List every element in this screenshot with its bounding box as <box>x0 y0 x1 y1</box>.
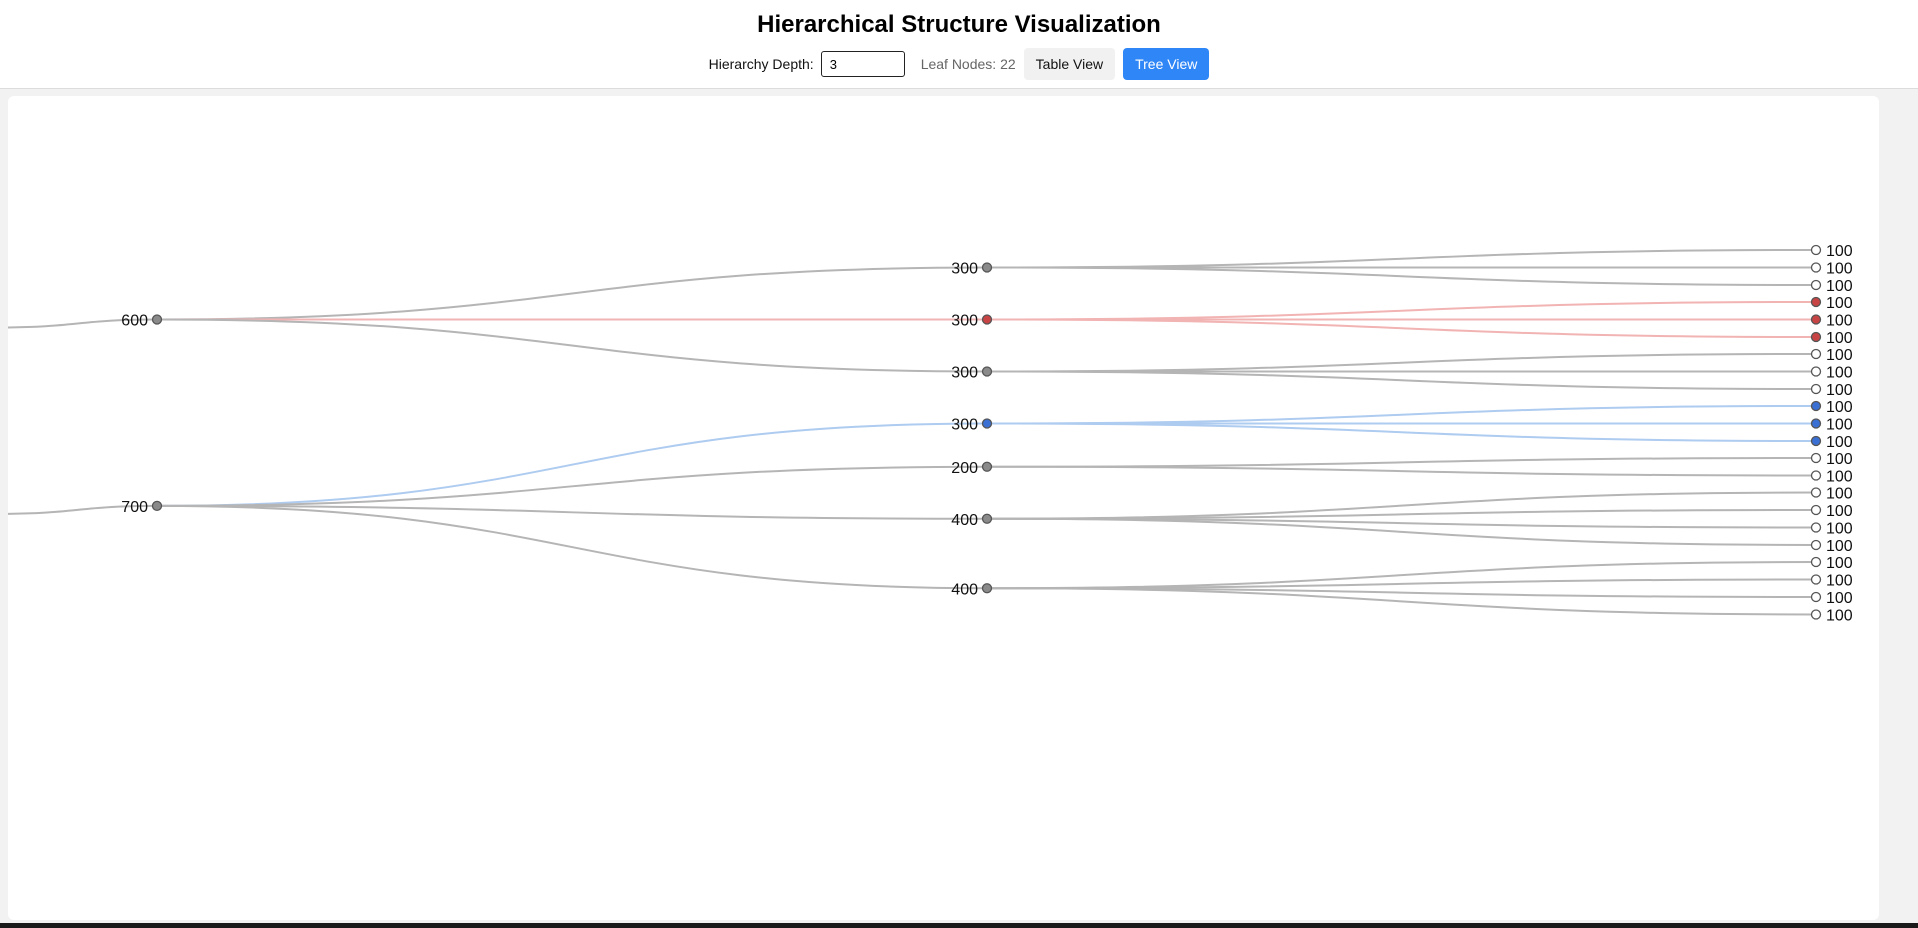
tree-node-leaf-label: 100 <box>1826 399 1853 416</box>
tree-node-leaf-label: 100 <box>1826 503 1853 520</box>
tree-node-level2-label: 300 <box>951 417 978 434</box>
depth-input[interactable] <box>820 51 905 77</box>
tree-node-level2-label: 300 <box>951 365 978 382</box>
tree-node-level2-label: 200 <box>951 460 978 477</box>
tree-link <box>986 301 1817 321</box>
tree-node-level1-dot <box>151 314 163 325</box>
tree-node-level2-dot <box>981 262 993 273</box>
tree-link <box>156 504 988 590</box>
tree-node-level2-label: 400 <box>951 581 978 598</box>
tree-link <box>156 504 988 520</box>
tree-node-leaf-label: 100 <box>1826 590 1853 607</box>
controls-bar: Hierarchy Depth: Leaf Nodes: 22 Table Vi… <box>0 48 1918 80</box>
tree-node-leaf-dot <box>1810 262 1822 273</box>
tree-node-leaf-label: 100 <box>1826 417 1853 434</box>
tree-node-leaf-dot <box>1810 348 1822 360</box>
tree-node-leaf-dot <box>1810 487 1822 498</box>
tree-node-leaf-dot <box>1810 400 1822 412</box>
tree-link <box>986 517 1817 546</box>
tree-node-leaf-dot <box>1810 504 1822 516</box>
tree-node-level1-label: 700 <box>121 499 148 516</box>
tree-node-level2-dot <box>981 461 993 472</box>
tree-node-leaf-label: 100 <box>1826 365 1853 382</box>
tree-node-leaf-label: 100 <box>1826 573 1853 590</box>
tree-node-leaf-dot <box>1810 452 1822 464</box>
tree-link <box>156 266 988 321</box>
tree-node-level2-dot <box>981 513 993 524</box>
tree-node-leaf-label: 100 <box>1826 608 1853 625</box>
tree-link <box>986 578 1817 590</box>
tree-link <box>986 353 1817 373</box>
table-view-button[interactable]: Table View <box>1023 48 1116 80</box>
tree-node-leaf-label: 100 <box>1826 382 1853 399</box>
tree-node-leaf-dot <box>1810 574 1822 585</box>
tree-node-leaf-label: 100 <box>1826 278 1853 295</box>
root-link <box>8 504 158 515</box>
tree-node-leaf-label: 100 <box>1826 347 1853 364</box>
leaf-count-label: Leaf Nodes: 22 <box>920 56 1016 72</box>
tree-node-leaf-label: 100 <box>1826 295 1853 312</box>
tree-node-leaf-label: 100 <box>1826 486 1853 503</box>
tree-node-leaf-label: 100 <box>1826 521 1853 538</box>
tree-node-leaf-dot <box>1810 609 1822 620</box>
tree-node-leaf-label: 100 <box>1826 451 1853 468</box>
tree-link <box>986 266 1817 286</box>
tree-node-leaf-dot <box>1810 314 1822 325</box>
tree-link <box>986 405 1817 425</box>
tree-node-leaf-dot <box>1810 383 1822 395</box>
tree-link <box>986 370 1817 390</box>
tree-panel: 600 300 100 100 100 300 100 100 100 300 100 100 100 7… <box>8 96 1879 920</box>
tree-links <box>8 249 1817 616</box>
tree-link <box>156 422 988 507</box>
tree-node-leaf-dot <box>1810 539 1822 551</box>
tree-node-leaf-dot <box>1810 244 1822 256</box>
tree-node-leaf-label: 100 <box>1826 313 1853 330</box>
root-link <box>8 318 158 329</box>
tree-node-level2-dot <box>981 418 993 429</box>
tree-node-level2-dot <box>981 583 993 594</box>
tree-link <box>986 457 1817 468</box>
tree-link <box>986 249 1817 269</box>
tree-node-leaf-dot <box>1810 591 1822 603</box>
depth-label: Hierarchy Depth: <box>708 56 814 72</box>
tree-link <box>986 422 1817 442</box>
tree-node-level2-dot <box>981 366 993 377</box>
tree-node-leaf-label: 100 <box>1826 555 1853 572</box>
tree-node-leaf-label: 100 <box>1826 434 1853 451</box>
tree-diagram: 6003001001001003001001001003001001001007… <box>8 243 1853 625</box>
tree-node-level2-label: 400 <box>951 512 978 529</box>
tree-node-level1-label: 600 <box>121 313 148 330</box>
tree-link <box>986 587 1817 616</box>
tree-node-leaf-dot <box>1810 418 1822 429</box>
tree-node-level1-dot <box>151 500 163 512</box>
tree-node-leaf-dot <box>1810 296 1822 308</box>
tree-node-leaf-label: 100 <box>1826 243 1853 260</box>
tree-node-leaf-label: 100 <box>1826 261 1853 278</box>
tree-node-leaf-dot <box>1810 522 1822 533</box>
tree-nodes: 6003001001001003001001001003001001001007… <box>121 243 1853 625</box>
page-title: Hierarchical Structure Visualization <box>757 11 1161 38</box>
tree-link <box>986 509 1817 520</box>
tree-view-button[interactable]: Tree View <box>1123 48 1210 80</box>
tree-node-leaf-dot <box>1810 556 1822 568</box>
tree-node-level2-label: 300 <box>951 261 978 278</box>
tree-node-leaf-label: 100 <box>1826 469 1853 486</box>
tree-link <box>986 465 1817 477</box>
tree-link <box>986 318 1817 338</box>
tree-node-level2-dot <box>981 314 993 325</box>
tree-node-leaf-dot <box>1810 279 1822 291</box>
tree-link <box>156 465 988 507</box>
tree-node-level2-label: 300 <box>951 313 978 330</box>
tree-node-leaf-label: 100 <box>1826 330 1853 347</box>
window-bottom-edge <box>0 923 1918 928</box>
tree-node-leaf-dot <box>1810 331 1822 343</box>
tree-link <box>156 318 988 373</box>
tree-node-leaf-label: 100 <box>1826 538 1853 555</box>
header-bar: Hierarchical Structure Visualization Hie… <box>0 0 1918 89</box>
tree-node-leaf-dot <box>1810 366 1822 377</box>
tree-node-leaf-dot <box>1810 435 1822 447</box>
tree-node-leaf-dot <box>1810 470 1822 481</box>
